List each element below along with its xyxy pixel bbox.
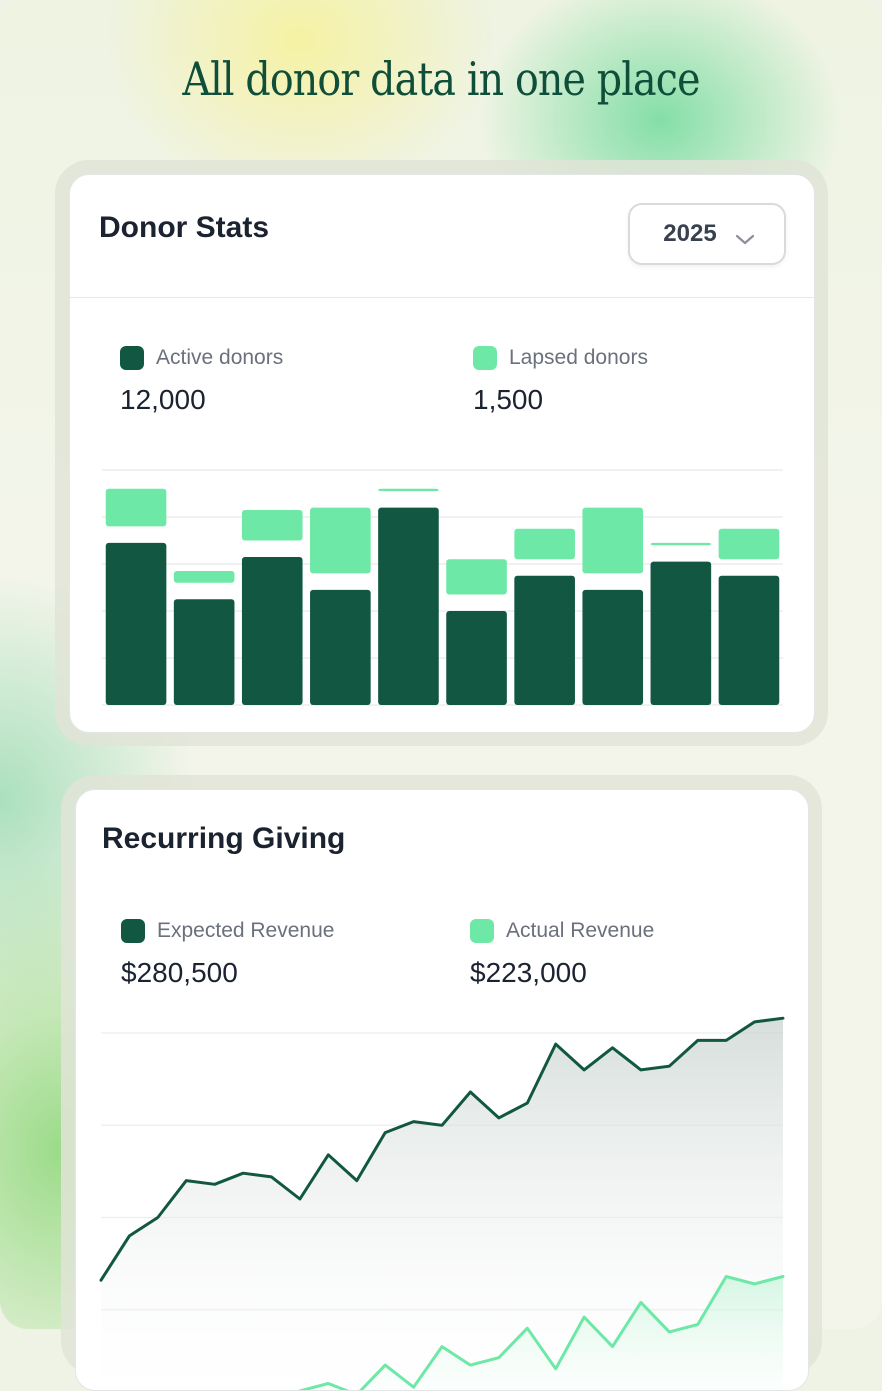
actual-revenue-swatch <box>470 919 494 943</box>
bar-lapsed-donors <box>582 507 644 574</box>
year-select-value: 2025 <box>663 220 717 247</box>
bar-lapsed-donors <box>105 488 167 527</box>
legend-label: Actual Revenue <box>506 919 655 942</box>
legend-value: $280,500 <box>121 957 238 988</box>
bar-active-donors <box>310 589 371 705</box>
bar-lapsed-donors <box>446 559 507 595</box>
bar-active-donors <box>514 575 575 705</box>
bar-active-donors <box>582 589 644 705</box>
bar-active-donors <box>718 575 780 705</box>
bar-lapsed-donors <box>378 488 439 492</box>
legend-lapsed-donors: Lapsed donors 1,500 <box>473 346 648 416</box>
bar-active-donors <box>241 556 303 705</box>
bar-active-donors <box>650 561 712 705</box>
year-select[interactable]: 2025 <box>628 203 786 265</box>
donor-stats-title: Donor Stats <box>99 211 270 244</box>
recurring-giving-line-chart <box>99 1016 785 1390</box>
recurring-giving-card: Recurring Giving Expected Revenue $280,5… <box>75 789 809 1391</box>
legend-expected-revenue: Expected Revenue $280,500 <box>121 919 334 989</box>
bar-active-donors <box>173 599 235 705</box>
donor-stats-card: Donor Stats 2025 Active donors 12,000 La… <box>69 174 815 733</box>
bar-lapsed-donors <box>514 528 575 560</box>
lapsed-donors-swatch <box>473 346 497 370</box>
donor-stats-bar-chart <box>102 469 783 706</box>
legend-value: 12,000 <box>120 384 206 415</box>
expected-revenue-swatch <box>121 919 145 943</box>
bar-lapsed-donors <box>650 542 712 546</box>
legend-value: $223,000 <box>470 957 587 988</box>
active-donors-swatch <box>120 346 144 370</box>
bar-lapsed-donors <box>241 509 303 541</box>
recurring-giving-title: Recurring Giving <box>102 822 346 855</box>
legend-value: 1,500 <box>473 384 544 415</box>
legend-label: Lapsed donors <box>509 346 648 369</box>
bar-active-donors <box>446 611 507 705</box>
expected-revenue-line <box>99 1016 785 1282</box>
bar-lapsed-donors <box>718 528 780 560</box>
bar-active-donors <box>105 542 167 705</box>
card-header-divider <box>70 297 814 298</box>
legend-active-donors: Active donors 12,000 <box>120 346 283 416</box>
chevron-down-icon <box>735 226 754 245</box>
bar-active-donors <box>378 507 439 705</box>
legend-label: Expected Revenue <box>157 919 335 942</box>
legend-actual-revenue: Actual Revenue $223,000 <box>470 919 654 989</box>
expected-revenue-area <box>101 1018 783 1390</box>
bar-lapsed-donors <box>173 571 235 583</box>
page-headline: All donor data in one place <box>182 52 700 106</box>
legend-label: Active donors <box>156 346 284 369</box>
bar-lapsed-donors <box>310 507 371 574</box>
